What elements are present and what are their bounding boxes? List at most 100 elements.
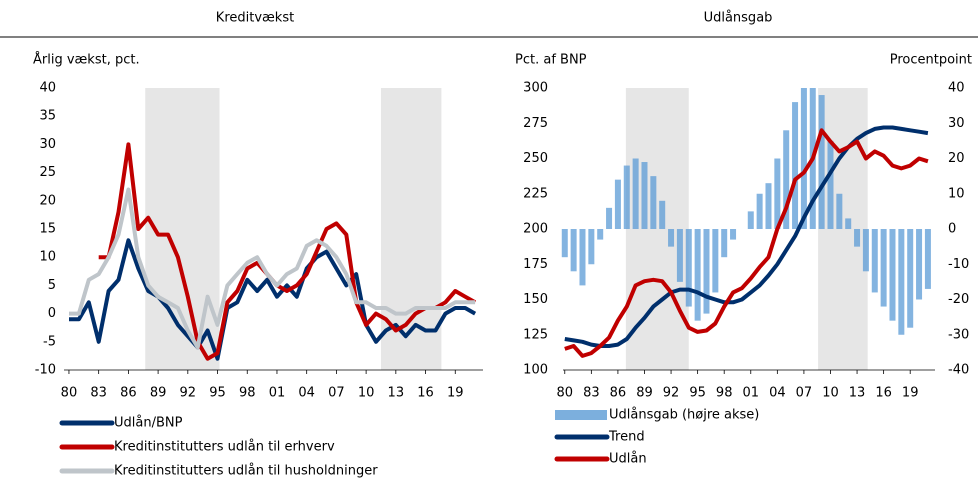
bar <box>907 229 914 328</box>
y-tick-label: 5 <box>48 278 56 293</box>
x-tick-label: 10 <box>822 386 839 401</box>
x-tick-label: 89 <box>150 386 167 401</box>
y2-tick-label: 20 <box>948 151 965 166</box>
bar <box>800 88 807 229</box>
bar <box>570 229 577 272</box>
y-tick-label: 225 <box>523 186 548 201</box>
line-series <box>564 125 929 348</box>
bar <box>632 158 639 229</box>
x-tick-label: 01 <box>269 386 286 401</box>
bar <box>721 229 728 258</box>
x-tick-label: 13 <box>388 386 405 401</box>
y-tick-label: -10 <box>35 363 56 378</box>
bar <box>916 229 923 300</box>
y-tick-label: 30 <box>39 137 56 152</box>
bar <box>783 130 790 229</box>
legend-label: Trend <box>608 430 645 445</box>
bar <box>606 207 613 229</box>
x-tick-label: 13 <box>849 386 866 401</box>
y-tick-label: 25 <box>39 165 56 180</box>
y-tick-label: -5 <box>43 334 56 349</box>
y2-tick-label: 40 <box>948 81 965 96</box>
y-tick-label: 40 <box>39 81 56 96</box>
bar <box>641 162 648 229</box>
bar <box>765 183 772 229</box>
y-tick-label: 100 <box>523 363 548 378</box>
bar <box>676 229 683 282</box>
legend-label: Udlån <box>609 452 647 467</box>
y-tick-label: 20 <box>39 193 56 208</box>
bar <box>871 229 878 293</box>
bar <box>685 229 692 307</box>
x-tick-label: 95 <box>209 386 226 401</box>
bar <box>818 95 825 229</box>
legend-label: Kreditinstitutters udlån til husholdning… <box>114 464 378 479</box>
x-tick-label: 89 <box>636 386 653 401</box>
x-tick-label: 07 <box>796 386 813 401</box>
y2-tick-label: 10 <box>948 186 965 201</box>
x-tick-label: 95 <box>689 386 706 401</box>
y-tick-label: 150 <box>523 292 548 307</box>
bar <box>659 200 666 229</box>
legend-label: Kreditinstitutters udlån til erhverv <box>114 440 335 455</box>
bar <box>588 229 595 265</box>
x-tick-label: 80 <box>61 386 78 401</box>
bar <box>614 179 621 229</box>
bar <box>756 193 763 229</box>
x-tick-label: 83 <box>583 386 600 401</box>
x-tick-label: 86 <box>610 386 627 401</box>
y-tick-label: 35 <box>39 109 56 124</box>
x-tick-label: 92 <box>663 386 680 401</box>
y-tick-label: 200 <box>523 222 548 237</box>
y2-axis-label: Procentpoint <box>890 53 972 68</box>
y-tick-label: 0 <box>48 306 56 321</box>
y-tick-label: 300 <box>523 81 548 96</box>
bar <box>650 176 657 229</box>
legend-swatch <box>555 410 607 420</box>
x-tick-label: 16 <box>417 386 434 401</box>
bar <box>597 229 604 240</box>
bar <box>827 140 834 229</box>
line-series <box>564 128 929 358</box>
y-tick-label: 10 <box>39 250 56 265</box>
x-tick-label: 19 <box>447 386 464 401</box>
bar <box>898 229 905 335</box>
y-tick-label: 250 <box>523 151 548 166</box>
bar <box>854 229 861 247</box>
bar <box>561 229 568 258</box>
bar <box>668 229 675 247</box>
bar <box>579 229 586 286</box>
bar <box>889 229 896 321</box>
x-tick-label: 80 <box>556 386 573 401</box>
bar <box>694 229 701 321</box>
line-series <box>69 238 477 361</box>
line-series <box>98 142 477 361</box>
x-tick-label: 01 <box>742 386 759 401</box>
chart-title: Kreditvækst <box>216 11 294 26</box>
bar <box>836 193 843 229</box>
x-tick-label: 07 <box>328 386 345 401</box>
x-tick-label: 98 <box>716 386 733 401</box>
x-tick-label: 83 <box>90 386 107 401</box>
y2-tick-label: 30 <box>948 116 965 131</box>
x-tick-label: 86 <box>120 386 137 401</box>
y-tick-label: 15 <box>39 222 56 237</box>
y2-tick-label: -40 <box>948 363 969 378</box>
bar <box>862 229 869 272</box>
bar <box>792 102 799 229</box>
y2-tick-label: 0 <box>948 222 956 237</box>
bar <box>880 229 887 307</box>
bar <box>712 229 719 293</box>
y2-tick-label: -30 <box>948 327 969 342</box>
x-tick-label: 16 <box>875 386 892 401</box>
y2-tick-label: -20 <box>948 292 969 307</box>
bar <box>747 211 754 229</box>
y-tick-label: 125 <box>523 327 548 342</box>
x-tick-label: 10 <box>358 386 375 401</box>
y-tick-label: 175 <box>523 257 548 272</box>
x-tick-label: 04 <box>769 386 786 401</box>
y2-tick-label: -10 <box>948 257 969 272</box>
y-axis-label: Årlig vækst, pct. <box>33 52 140 68</box>
y-axis-label: Pct. af BNP <box>515 53 587 68</box>
